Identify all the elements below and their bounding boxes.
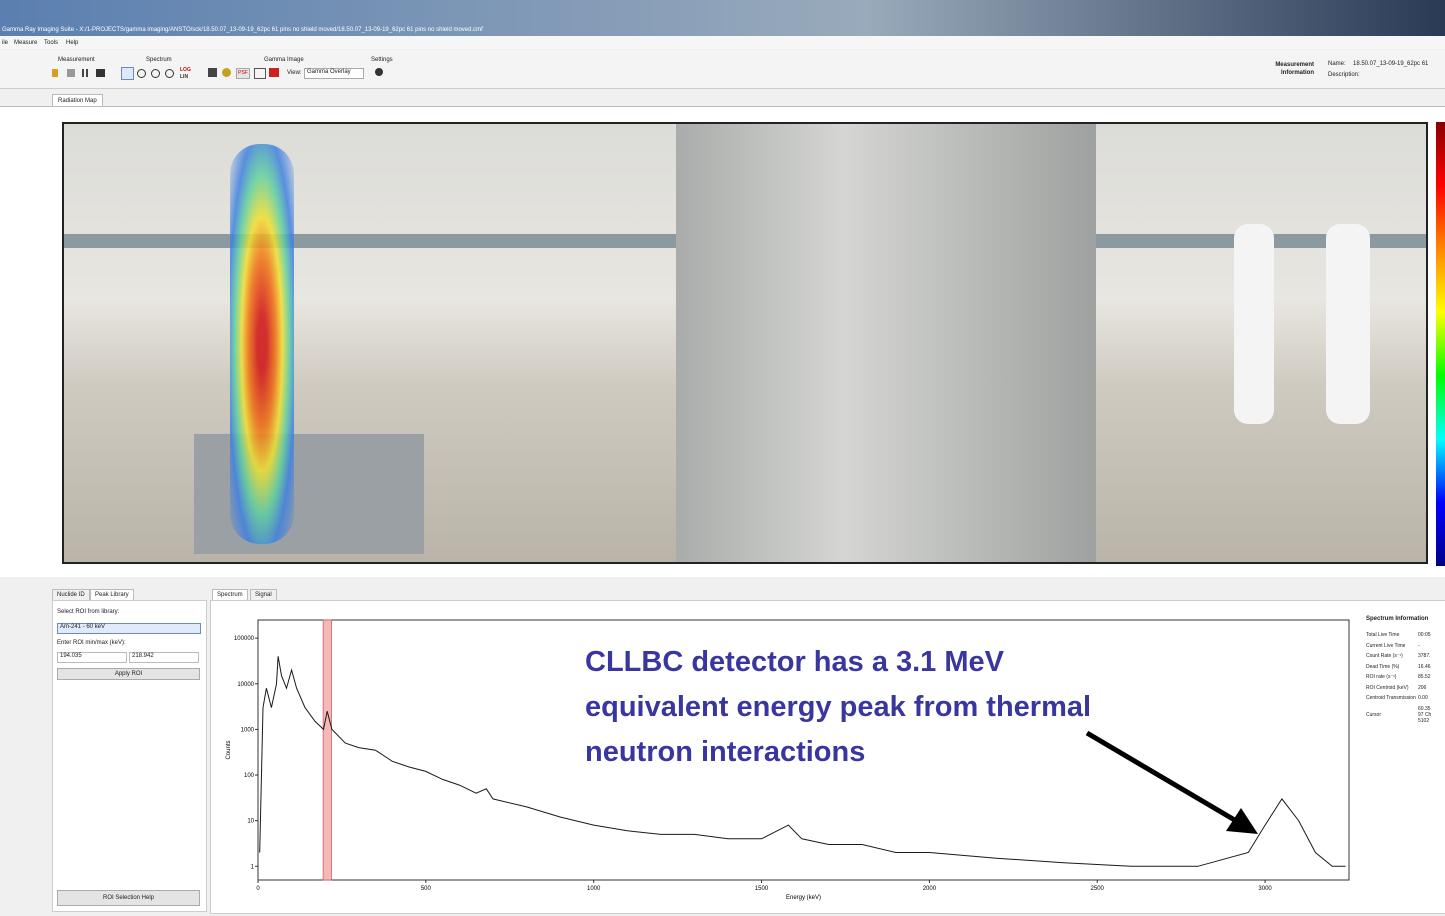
annotation-line: neutron interactions bbox=[585, 730, 1091, 775]
settings-button[interactable] bbox=[375, 68, 383, 76]
info-label: Current Live Time bbox=[1366, 643, 1405, 649]
overlay-button[interactable] bbox=[222, 68, 231, 77]
annotation-line: CLLBC detector has a 3.1 MeV bbox=[585, 640, 1091, 685]
menu-bar: ile Measure Tools Help bbox=[0, 36, 1445, 49]
x-tick-label: 3000 bbox=[1258, 886, 1272, 892]
toolbar-group: Spectrum bbox=[146, 57, 172, 63]
description-label: Description: bbox=[1328, 72, 1360, 78]
spectrum-info-title: Spectrum Information bbox=[1366, 616, 1428, 622]
info-value: 3787. bbox=[1418, 653, 1431, 659]
name-value: 18.50.07_13-09-19_62pc 61 bbox=[1353, 61, 1428, 67]
stop-button[interactable] bbox=[67, 69, 75, 77]
grid-button[interactable] bbox=[254, 68, 266, 79]
toolbar-group: Gamma Image bbox=[264, 57, 304, 63]
y-tick-label: 100 bbox=[244, 773, 255, 779]
info-value: 0.00 bbox=[1418, 695, 1428, 701]
panorama-image bbox=[62, 122, 1428, 564]
x-tick-label: 1500 bbox=[755, 886, 769, 892]
y-tick-label: 1000 bbox=[241, 727, 255, 733]
y-axis-title: Counts bbox=[226, 740, 232, 759]
view-label: View: bbox=[287, 70, 302, 76]
y-tick-label: 1 bbox=[251, 864, 255, 870]
lin-toggle[interactable]: LIN bbox=[180, 74, 188, 80]
annotation-line: equivalent energy peak from thermal bbox=[585, 685, 1091, 730]
toolbar-group: Settings bbox=[371, 57, 393, 63]
info-value: 85.52 bbox=[1418, 674, 1431, 680]
peak-library-panel: Select ROI from library: Am-241 - 60 keV… bbox=[52, 600, 207, 912]
log-toggle[interactable]: LOG bbox=[180, 67, 191, 73]
info-value: 16.46 bbox=[1418, 664, 1431, 670]
toolbar: Measurement Spectrum Gamma Image Setting… bbox=[0, 50, 1445, 89]
info-label: ROI rate (s⁻¹) bbox=[1366, 674, 1396, 680]
roi-min-input[interactable]: 194.035 bbox=[57, 652, 127, 663]
roi-library-dropdown[interactable]: Am-241 - 60 keV bbox=[57, 623, 201, 634]
info-label: Total Live Time bbox=[1366, 632, 1399, 638]
psf-button[interactable]: PSF bbox=[236, 68, 250, 79]
x-tick-label: 2500 bbox=[1091, 886, 1105, 892]
spectrum-info-table: Total Live Time 00:05 Current Live Time - Co… bbox=[1366, 632, 1445, 730]
title-bar: Gamma Ray Imaging Suite - X:/1-PROJECTS/… bbox=[0, 0, 1445, 36]
cabinet bbox=[676, 124, 1096, 562]
roi-band bbox=[323, 620, 331, 880]
view-dropdown[interactable]: Gamma Overlay bbox=[304, 68, 364, 79]
pause-button[interactable] bbox=[82, 69, 88, 77]
person bbox=[1326, 224, 1370, 424]
select-label: Select ROI from library: bbox=[57, 609, 119, 615]
apply-roi-button[interactable]: Apply ROI bbox=[57, 668, 200, 680]
stand bbox=[194, 434, 424, 554]
select-tool[interactable] bbox=[121, 67, 134, 80]
name-label: Name: bbox=[1328, 61, 1346, 67]
info-label: ROI Centroid (keV) bbox=[1366, 685, 1409, 691]
app-window: Gamma Ray Imaging Suite - X:/1-PROJECTS/… bbox=[0, 0, 1445, 916]
info-value: 00:05 bbox=[1418, 632, 1431, 638]
info-value: - bbox=[1418, 643, 1420, 649]
zoom-out[interactable] bbox=[151, 69, 160, 78]
x-tick-label: 2000 bbox=[923, 886, 937, 892]
color-scale bbox=[1436, 122, 1445, 566]
start-button[interactable] bbox=[52, 69, 58, 77]
save-button[interactable] bbox=[96, 69, 105, 77]
annotation: CLLBC detector has a 3.1 MeV equivalent … bbox=[585, 640, 1091, 775]
info-label: Centroid Transmission bbox=[1366, 695, 1416, 701]
info-value: 5102 bbox=[1418, 718, 1429, 724]
x-tick-label: 1000 bbox=[587, 886, 601, 892]
menu-item[interactable]: Tools bbox=[44, 40, 58, 46]
y-tick-label: 10 bbox=[247, 819, 254, 825]
info-value: 206 bbox=[1418, 685, 1426, 691]
gamma-hotspot bbox=[230, 144, 294, 544]
info-label: Count Rate (s⁻¹) bbox=[1366, 653, 1403, 659]
measurement-info-title: Measurement Information bbox=[1264, 61, 1314, 77]
menu-item[interactable]: Measure bbox=[14, 40, 37, 46]
roi-label: Enter ROI min/max (keV): bbox=[57, 640, 126, 646]
person bbox=[1234, 224, 1274, 424]
zoom-reset[interactable] bbox=[165, 69, 174, 78]
toolbar-group: Measurement bbox=[58, 57, 95, 63]
window-title: Gamma Ray Imaging Suite - X:/1-PROJECTS/… bbox=[2, 27, 483, 33]
y-tick-label: 100000 bbox=[234, 636, 255, 642]
roi-help-button[interactable]: ROI Selection Help bbox=[57, 890, 200, 906]
menu-item[interactable]: ile bbox=[2, 40, 8, 46]
camera-button[interactable] bbox=[269, 68, 279, 77]
info-label: Cursor bbox=[1366, 712, 1381, 718]
info-label: Dead Time (%) bbox=[1366, 664, 1399, 670]
roi-max-input[interactable]: 218.942 bbox=[129, 652, 199, 663]
image-button[interactable] bbox=[208, 68, 217, 77]
menu-item[interactable]: Help bbox=[66, 40, 78, 46]
x-axis-title: Energy (keV) bbox=[786, 895, 821, 901]
zoom-in[interactable] bbox=[137, 69, 146, 78]
y-tick-label: 10000 bbox=[237, 682, 254, 688]
x-tick-label: 500 bbox=[421, 886, 432, 892]
x-tick-label: 0 bbox=[256, 886, 260, 892]
